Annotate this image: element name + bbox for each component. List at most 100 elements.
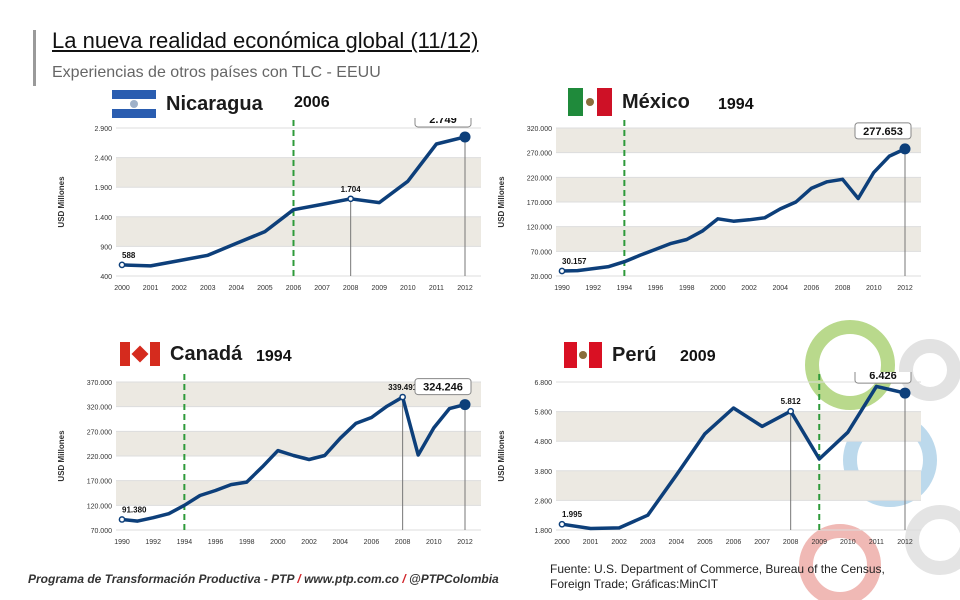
- data-point: [701, 230, 704, 232]
- chart-panel-peru: Perú 2009 1.800 2.800 3.800 4.800 5.800 6.800…: [490, 342, 930, 552]
- grid-band: [116, 480, 481, 506]
- line-chart-mexico: 20.000 70.000 120.000 170.000 220.000 270.000…: [497, 120, 921, 292]
- data-point: [355, 422, 357, 425]
- x-tick-label: 2008: [395, 539, 411, 546]
- x-tick-label: 2006: [726, 539, 742, 546]
- line-chart-nicaragua: 400 900 1.400 1.900 2.400 2.900 USD Millones 20…: [57, 118, 481, 292]
- end-point-marker: [459, 399, 471, 411]
- line-chart-canada: 70.000 120.000 170.000 220.000 270.000 320.00…: [57, 374, 481, 546]
- x-tick-label: 2007: [314, 285, 330, 292]
- data-point: [795, 201, 797, 203]
- x-tick-label: 1992: [145, 539, 161, 546]
- annotated-point: [558, 267, 566, 275]
- footer-program: Programa de Transformación Productiva - …: [28, 572, 295, 586]
- y-tick-label: 900: [100, 244, 112, 251]
- y-axis-label: USD Millones: [497, 176, 506, 228]
- data-point: [199, 494, 201, 497]
- data-label: 1.995: [562, 510, 583, 519]
- data-point: [763, 216, 766, 219]
- data-label: 1.704: [341, 185, 362, 194]
- data-point: [149, 265, 152, 267]
- series-line: [561, 147, 906, 273]
- x-tick-label: 2012: [457, 285, 473, 292]
- y-tick-label: 120.000: [87, 503, 112, 510]
- x-tick-label: 1994: [177, 539, 193, 546]
- data-point: [261, 466, 264, 468]
- data-point: [230, 483, 232, 486]
- data-point: [857, 197, 860, 200]
- annotated-point: [118, 261, 126, 269]
- chart-header-nicaragua: Nicaragua: [112, 90, 263, 118]
- data-point: [277, 449, 279, 452]
- data-point: [779, 208, 782, 210]
- data-point: [639, 254, 641, 257]
- data-label: 91.380: [122, 505, 147, 514]
- y-tick-label: 370.000: [87, 380, 112, 387]
- x-tick-label: 2010: [866, 285, 882, 292]
- x-tick-label: 2011: [869, 539, 884, 546]
- y-tick-label: 120.000: [527, 225, 552, 232]
- data-point: [873, 171, 875, 174]
- data-point: [875, 385, 878, 388]
- y-tick-label: 5.800: [534, 410, 552, 417]
- y-tick-label: 2.800: [534, 498, 552, 505]
- page-subtitle: Experiencias de otros países con TLC - E…: [52, 64, 381, 81]
- x-tick-label: 2004: [772, 285, 788, 292]
- data-point: [704, 433, 706, 435]
- x-tick-label: 2010: [426, 539, 442, 546]
- grid-band: [116, 216, 481, 247]
- x-tick-label: 2006: [286, 285, 302, 292]
- data-label: 5.812: [781, 397, 802, 406]
- y-tick-label: 270.000: [527, 151, 552, 158]
- x-tick-label: 2001: [583, 539, 599, 546]
- data-point: [618, 527, 620, 529]
- x-tick-label: 1990: [114, 539, 130, 546]
- data-point: [386, 405, 388, 407]
- y-axis-label: USD Millones: [57, 176, 66, 228]
- data-point: [732, 407, 735, 409]
- chart-header-mexico: México: [568, 88, 690, 116]
- data-point: [576, 269, 579, 272]
- data-point: [732, 220, 735, 223]
- data-point: [685, 238, 688, 241]
- footer-website-link[interactable]: www.ptp.com.co: [304, 572, 399, 586]
- y-tick-label: 70.000: [91, 528, 113, 535]
- x-tick-label: 2008: [835, 285, 851, 292]
- data-point: [623, 260, 626, 263]
- x-tick-label: 1990: [554, 285, 570, 292]
- x-tick-label: 2002: [301, 539, 317, 546]
- x-tick-label: 2010: [840, 539, 856, 546]
- x-tick-label: 2008: [783, 539, 799, 546]
- grid-band: [556, 411, 921, 442]
- x-tick-label: 1992: [585, 285, 601, 292]
- data-label: 2.749: [429, 118, 457, 126]
- y-tick-label: 3.800: [534, 469, 552, 476]
- country-name: México: [622, 90, 690, 113]
- y-tick-label: 4.800: [534, 439, 552, 446]
- x-tick-label: 2000: [554, 539, 570, 546]
- data-point: [654, 248, 657, 251]
- y-axis-label: USD Millones: [497, 430, 506, 482]
- data-point: [433, 427, 435, 429]
- annotated-point: [399, 393, 406, 401]
- data-point: [717, 217, 719, 220]
- x-tick-label: 2004: [332, 539, 348, 546]
- footer-social-handle[interactable]: @PTPColombia: [409, 572, 499, 586]
- data-point: [448, 407, 451, 410]
- x-tick-label: 2000: [710, 285, 726, 292]
- data-point: [435, 143, 438, 145]
- x-tick-label: 1998: [239, 539, 255, 546]
- y-tick-label: 20.000: [531, 274, 553, 281]
- y-tick-label: 270.000: [87, 429, 112, 436]
- data-point: [178, 259, 180, 262]
- chart-header-peru: Perú: [564, 342, 656, 368]
- y-tick-label: 220.000: [87, 454, 112, 461]
- canada-flag-icon: [120, 342, 160, 366]
- data-point: [152, 516, 154, 519]
- data-point: [592, 267, 594, 270]
- chart-panel-canada: Canadá 1994 70.000 120.000 170.000 220.000 2…: [50, 342, 490, 552]
- y-tick-label: 400: [100, 274, 112, 281]
- title-accent-bar: [33, 30, 36, 86]
- chart-panel-nicaragua: Nicaragua 2006 400 900 1.400 1.900 2.400 2.90…: [50, 88, 490, 298]
- data-point: [323, 454, 326, 457]
